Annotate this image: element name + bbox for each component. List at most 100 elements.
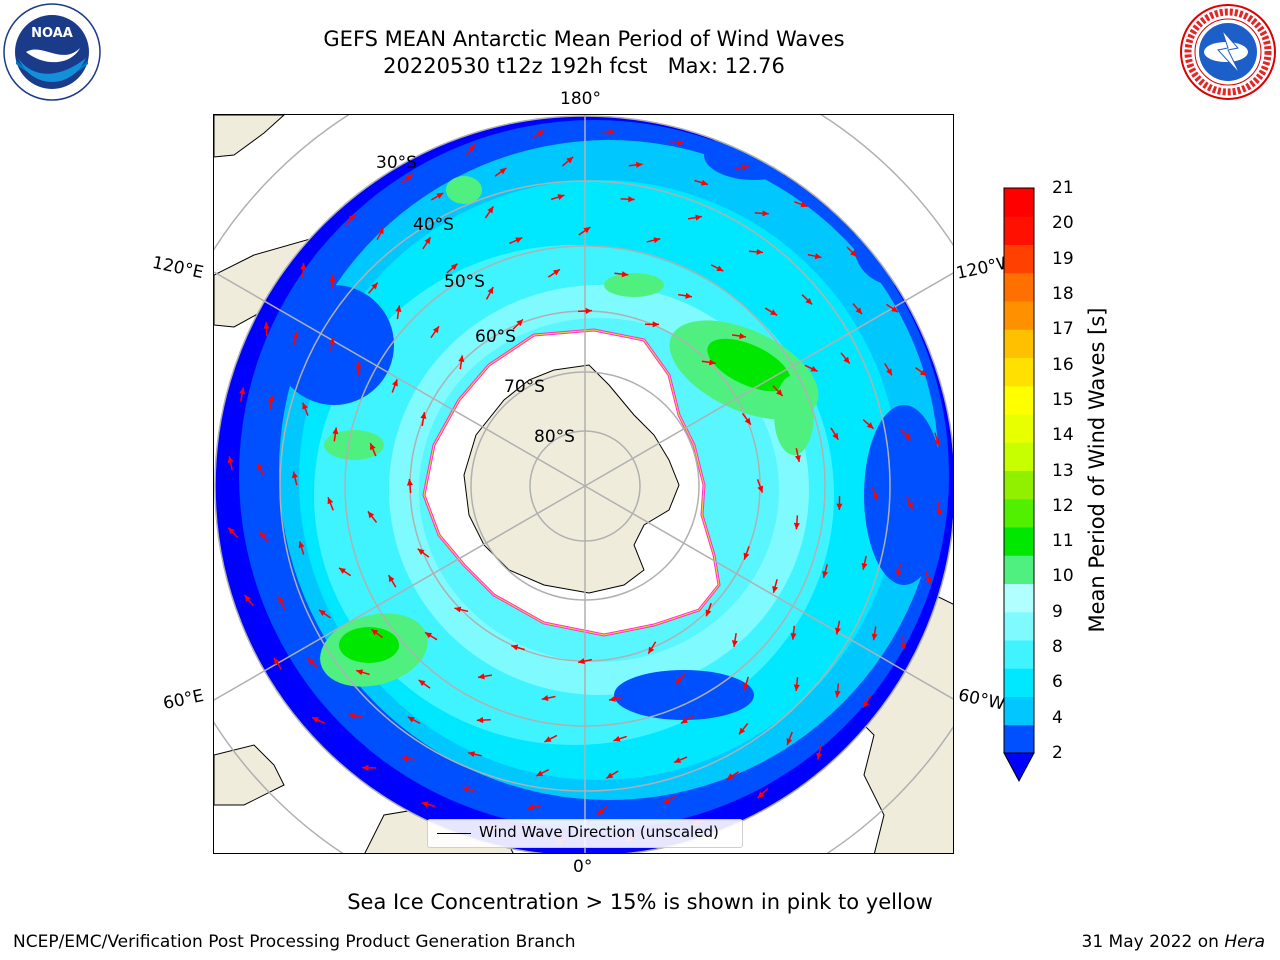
lat-label-60s: 60°S: [475, 327, 516, 347]
wave-arrow-head: [891, 306, 899, 313]
sea-ice-note: Sea Ice Concentration > 15% is shown in …: [347, 890, 933, 914]
wave-arrow-head: [318, 609, 326, 616]
wave-arrow-head: [244, 594, 251, 602]
map-legend: Wind Wave Direction (unscaled): [427, 819, 743, 848]
wave-arrow-head: [652, 321, 659, 328]
wave-arrow-head: [478, 673, 485, 680]
wave-arrow-head: [613, 735, 621, 742]
legend-line-sample: [437, 833, 471, 834]
wave-arrow-head: [239, 387, 246, 395]
colorbar-frame: [1003, 187, 1035, 754]
wave-arrow-head: [680, 717, 688, 724]
wave-arrow-head: [356, 669, 364, 676]
colorbar-segment: [1004, 414, 1034, 443]
wave-arrow-head: [585, 307, 592, 315]
colorbar-segment: [1004, 640, 1034, 669]
wave-arrow-head: [855, 307, 862, 315]
wave-arrow-head: [834, 690, 841, 698]
lon-label-60w: 60°W: [956, 685, 1007, 715]
lat-label-80s: 80°S: [534, 427, 575, 447]
wave-arrow-head: [800, 201, 808, 208]
wave-arrow-head: [677, 139, 684, 147]
chart-title: GEFS MEAN Antarctic Mean Period of Wind …: [323, 27, 845, 51]
national-weather-service-logo: [1180, 4, 1276, 100]
wave-arrow-head: [302, 402, 308, 410]
wave-arrow-head: [406, 479, 413, 486]
wave-arrow-head: [401, 755, 408, 762]
wave-arrow-head: [756, 248, 764, 255]
wave-arrow-head: [263, 322, 270, 329]
colorbar-tick-label: 20: [1052, 213, 1074, 234]
wave-arrow-head: [541, 695, 549, 702]
wave-arrow-head: [866, 422, 874, 429]
colorbar-extend-triangle: [1003, 752, 1035, 783]
wave-arrow-head: [832, 432, 839, 440]
wave-arrow-head: [904, 433, 911, 440]
wave-arrow-head: [420, 412, 427, 419]
wave-arrow-head: [705, 609, 712, 617]
wave-arrow-head: [816, 752, 823, 760]
footer-machine: Hera: [1224, 932, 1265, 952]
colorbar-segment: [1004, 498, 1034, 528]
colorbar-tick-label: 6: [1052, 672, 1063, 693]
wave-arrow-head: [578, 658, 585, 665]
colorbar-segment: [1004, 385, 1034, 415]
wave-arrow-head: [537, 130, 545, 137]
wave-arrow-head: [663, 797, 671, 804]
chart-subtitle-line: 20220530 t12z 192h fcst Max: 12.76: [383, 54, 785, 78]
wave-arrow-head: [805, 297, 813, 305]
wave-arrow-head: [836, 503, 843, 511]
wave-arrow-head: [273, 657, 280, 665]
wave-arrow-head: [405, 174, 413, 181]
wave-arrow-head: [770, 309, 778, 316]
colorbar-segment: [1004, 272, 1034, 302]
wave-arrow-head: [348, 712, 356, 719]
colorbar-segment: [1004, 470, 1034, 500]
colorbar-tick-label: 8: [1052, 637, 1063, 658]
wave-arrow-head: [886, 368, 892, 376]
colorbar: [1003, 187, 1035, 783]
wave-arrow-head: [278, 596, 285, 604]
wave-arrow-head: [462, 786, 470, 793]
wave-arrow-head: [257, 463, 263, 471]
footer-credit: NCEP/EMC/Verification Post Processing Pr…: [13, 932, 576, 952]
colorbar-segment: [1004, 668, 1034, 697]
wave-arrow-head: [790, 633, 797, 640]
wave-arrow-head: [648, 646, 655, 654]
wave-arrow-head: [861, 562, 868, 570]
map-canvas: 30°S 40°S 50°S 60°S 70°S 80°S: [214, 115, 953, 853]
noaa-logo-text: NOAA: [31, 26, 73, 41]
wave-arrow-head: [311, 717, 319, 723]
wave-arrow-head: [685, 292, 692, 299]
wave-arrow-head: [794, 455, 801, 462]
wave-arrow-head: [776, 389, 783, 396]
wave-arrow-head: [762, 210, 769, 217]
wave-arrow-head: [583, 227, 591, 234]
wave-arrow-head: [476, 717, 484, 724]
wave-arrow-head: [407, 716, 415, 723]
lat-label-30s: 30°S: [376, 153, 417, 173]
wave-arrow-head: [843, 356, 850, 364]
colorbar-tick-label: 19: [1052, 248, 1074, 269]
wave-arrow-head: [675, 677, 682, 685]
wave-arrow-head: [621, 271, 629, 278]
wave-arrow-head: [291, 471, 298, 479]
wave-arrow-head: [259, 531, 266, 539]
wave-arrow-head: [395, 305, 402, 312]
wave-arrow-head: [487, 206, 494, 214]
colorbar-segment: [1004, 724, 1034, 754]
wave-arrow-head: [936, 509, 943, 516]
colorbar-tick-label: 16: [1052, 354, 1074, 375]
wave-arrow-head: [895, 569, 902, 577]
footer-date: 31 May 2022 on Hera: [1082, 932, 1266, 952]
colorbar-label: Mean Period of Wind Waves [s]: [1085, 307, 1109, 633]
wave-arrow-head: [377, 227, 384, 235]
wind-wave-arrows: [227, 128, 943, 845]
wave-arrow-head: [511, 644, 519, 651]
wave-arrow-head: [716, 265, 724, 272]
wave-arrow-head: [327, 497, 334, 505]
colorbar-tick-label: 9: [1052, 601, 1063, 622]
legend-label: Wind Wave Direction (unscaled): [479, 823, 719, 841]
wave-arrow-head: [371, 282, 378, 290]
wave-arrow-head: [772, 585, 779, 593]
